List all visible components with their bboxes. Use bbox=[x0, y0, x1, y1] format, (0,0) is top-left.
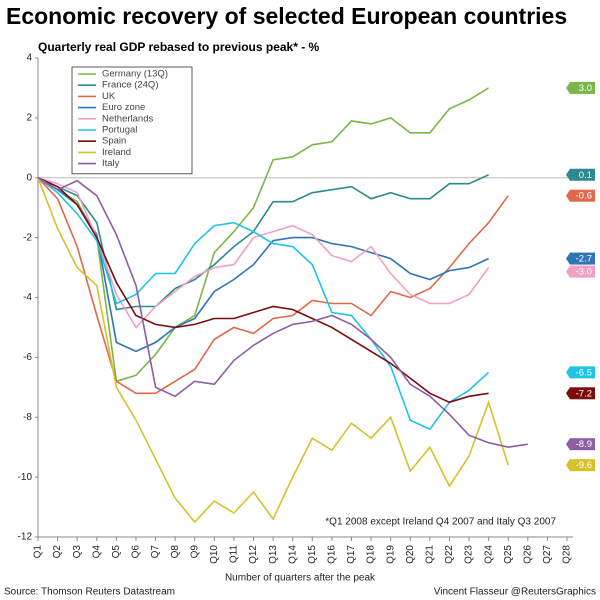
end-label-arrow bbox=[566, 252, 570, 265]
x-tick-label: Q15 bbox=[307, 545, 318, 564]
x-tick-label: Q10 bbox=[209, 545, 220, 564]
series-line bbox=[37, 174, 489, 311]
end-label-box bbox=[570, 81, 595, 94]
x-tick-label: Q6 bbox=[131, 545, 142, 559]
y-tick-label: 0 bbox=[26, 172, 32, 183]
chart-title: Economic recovery of selected European c… bbox=[6, 3, 567, 29]
series-line bbox=[37, 177, 509, 395]
end-label-box bbox=[570, 438, 595, 451]
x-tick-label: Q1 bbox=[33, 545, 44, 559]
series-line bbox=[37, 177, 490, 431]
x-tick-label: Q3 bbox=[72, 545, 83, 559]
chart-subtitle: Quarterly real GDP rebased to previous p… bbox=[38, 40, 320, 54]
end-label-box bbox=[570, 168, 595, 181]
x-tick-label: Q2 bbox=[52, 545, 63, 559]
x-tick-label: Q27 bbox=[542, 545, 553, 564]
y-tick-label: 4 bbox=[26, 53, 32, 64]
x-tick-label: Q18 bbox=[366, 545, 377, 564]
end-label: -6.5 bbox=[576, 367, 592, 378]
series-line bbox=[37, 177, 490, 329]
end-label: -0.6 bbox=[576, 191, 592, 202]
legend-label: Netherlands bbox=[102, 113, 153, 124]
end-label-box bbox=[570, 366, 595, 379]
y-tick-label: -4 bbox=[23, 292, 32, 303]
x-tick-label: Q17 bbox=[346, 545, 357, 564]
end-label: -7.2 bbox=[576, 388, 592, 399]
y-tick-label: -6 bbox=[23, 352, 32, 363]
x-tick-label: Q19 bbox=[385, 545, 396, 564]
legend-label: Euro zone bbox=[102, 102, 145, 113]
legend-label: UK bbox=[102, 91, 116, 102]
y-tick-label: -2 bbox=[23, 232, 32, 243]
end-label-arrow bbox=[566, 438, 570, 451]
x-tick-label: Q5 bbox=[111, 545, 122, 559]
end-label: 3.0 bbox=[579, 83, 592, 94]
x-tick-label: Q8 bbox=[170, 545, 181, 559]
credit: Vincent Flasseur @ReutersGraphics bbox=[434, 587, 596, 598]
legend-label: Spain bbox=[102, 136, 126, 147]
end-label-box bbox=[570, 189, 595, 202]
legend-label: Ireland bbox=[102, 147, 131, 158]
series-line bbox=[37, 177, 509, 524]
end-label-arrow bbox=[566, 81, 570, 94]
end-label: 0.1 bbox=[579, 170, 592, 181]
end-label-arrow bbox=[566, 265, 570, 278]
end-label-box bbox=[570, 252, 595, 265]
series-line bbox=[37, 177, 528, 449]
end-label-arrow bbox=[566, 189, 570, 202]
x-tick-label: Q22 bbox=[444, 545, 455, 564]
x-tick-label: Q7 bbox=[150, 545, 161, 559]
end-label-box bbox=[570, 387, 595, 400]
x-tick-label: Q21 bbox=[424, 545, 435, 564]
x-axis-label: Number of quarters after the peak bbox=[225, 573, 376, 584]
series-line bbox=[37, 177, 489, 353]
end-label: -3.0 bbox=[576, 267, 592, 278]
y-tick-label: 2 bbox=[26, 113, 32, 124]
x-tick-label: Q14 bbox=[287, 545, 298, 564]
series-line bbox=[37, 87, 490, 383]
x-tick-label: Q23 bbox=[464, 545, 475, 564]
legend-label: Germany (13Q) bbox=[102, 69, 168, 80]
end-label: -2.7 bbox=[576, 254, 592, 265]
y-tick-label: -10 bbox=[18, 472, 33, 483]
end-label-arrow bbox=[566, 168, 570, 181]
end-label-arrow bbox=[566, 459, 570, 472]
legend-label: Italy bbox=[102, 158, 120, 169]
y-tick-label: -8 bbox=[23, 412, 32, 423]
x-tick-label: Q25 bbox=[503, 545, 514, 564]
end-label-box bbox=[570, 265, 595, 278]
footnote: *Q1 2008 except Ireland Q4 2007 and Ital… bbox=[325, 517, 556, 528]
x-tick-label: Q13 bbox=[268, 545, 279, 564]
x-tick-label: Q12 bbox=[248, 545, 259, 564]
end-label-arrow bbox=[566, 366, 570, 379]
y-tick-label: -12 bbox=[18, 532, 33, 543]
x-tick-label: Q24 bbox=[483, 545, 494, 564]
end-label-arrow bbox=[566, 387, 570, 400]
x-tick-label: Q26 bbox=[522, 545, 533, 564]
x-tick-label: Q9 bbox=[189, 545, 200, 559]
legend-label: Portugal bbox=[102, 125, 137, 136]
legend-label: France (24Q) bbox=[102, 80, 159, 91]
end-label-box bbox=[570, 459, 595, 472]
x-tick-label: Q4 bbox=[91, 545, 102, 559]
end-label: -8.9 bbox=[576, 439, 592, 450]
x-tick-label: Q16 bbox=[327, 545, 338, 564]
end-label: -9.6 bbox=[576, 460, 592, 471]
x-tick-label: Q28 bbox=[562, 545, 573, 564]
x-tick-label: Q11 bbox=[229, 545, 240, 564]
series-line bbox=[37, 177, 489, 404]
source: Source: Thomson Reuters Datastream bbox=[4, 587, 175, 598]
x-tick-label: Q20 bbox=[405, 545, 416, 564]
